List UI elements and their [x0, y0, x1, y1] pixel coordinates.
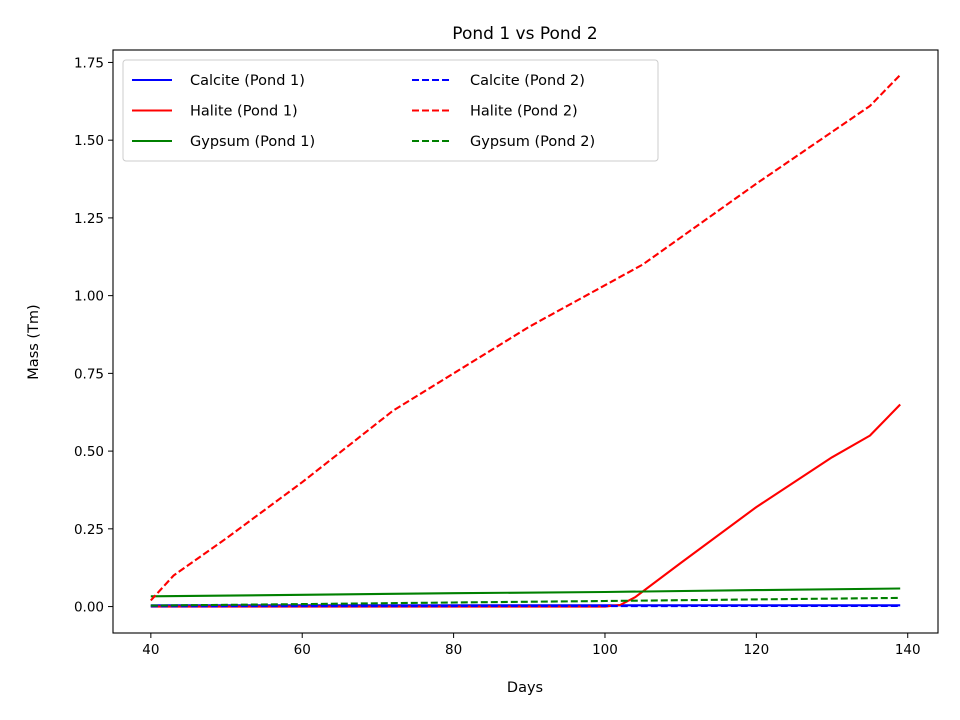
series-line-gypsum-pond-1 — [150, 587, 901, 598]
y-tick-label: 1.75 — [74, 55, 104, 71]
legend-label: Halite (Pond 2) — [470, 104, 578, 120]
x-tick-label: 60 — [294, 642, 311, 658]
plot-lines — [150, 74, 901, 608]
y-tick-label: 1.25 — [74, 211, 104, 227]
legend-label: Gypsum (Pond 2) — [470, 134, 595, 150]
legend-label: Halite (Pond 1) — [190, 104, 298, 120]
legend-entry-gypsum-pond-2: Gypsum (Pond 2) — [412, 134, 595, 150]
x-axis: 40 60 80 100 120 140 — [142, 633, 921, 658]
y-tick-label: 1.00 — [74, 289, 104, 305]
legend-label: Calcite (Pond 1) — [190, 73, 305, 89]
legend-box — [122, 59, 659, 162]
y-tick-label: 0.25 — [74, 522, 104, 538]
series-line-halite-pond-2 — [150, 74, 901, 602]
legend: Calcite (Pond 1) Halite (Pond 1) Gypsum (P… — [122, 59, 659, 162]
x-tick-label: 100 — [592, 642, 618, 658]
x-tick-label: 40 — [142, 642, 159, 658]
x-tick-label: 80 — [445, 642, 462, 658]
chart-title: Pond 1 vs Pond 2 — [452, 24, 597, 44]
legend-label: Calcite (Pond 2) — [470, 73, 585, 89]
y-tick-label: 0.75 — [74, 366, 104, 382]
y-axis-label: Mass (Tm) — [26, 304, 42, 379]
series-line-halite-pond-1 — [150, 403, 901, 608]
legend-entry-gypsum-pond-1: Gypsum (Pond 1) — [132, 134, 315, 150]
legend-entry-halite-pond-2: Halite (Pond 2) — [412, 104, 578, 120]
legend-entry-calcite-pond-1: Calcite (Pond 1) — [132, 73, 305, 89]
y-tick-label: 0.00 — [74, 600, 104, 616]
legend-entry-halite-pond-1: Halite (Pond 1) — [132, 104, 298, 120]
y-tick-label: 1.50 — [74, 133, 104, 149]
legend-entry-calcite-pond-2: Calcite (Pond 2) — [412, 73, 585, 89]
y-tick-label: 0.50 — [74, 444, 104, 460]
legend-label: Gypsum (Pond 1) — [190, 134, 315, 150]
x-tick-label: 140 — [895, 642, 921, 658]
series-line-gypsum-pond-2 — [150, 596, 901, 607]
y-axis: 0.00 0.25 0.50 0.75 1.00 1.25 1.50 1.75 — [74, 55, 113, 616]
plot-frame — [112, 49, 939, 634]
x-tick-label: 120 — [743, 642, 769, 658]
x-axis-label: Days — [507, 680, 543, 696]
